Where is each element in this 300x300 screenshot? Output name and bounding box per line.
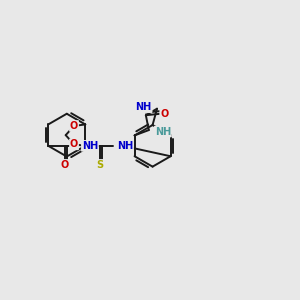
Text: O: O [70, 140, 78, 149]
Text: O: O [70, 121, 78, 131]
Text: NH: NH [117, 141, 133, 151]
Text: O: O [160, 109, 168, 119]
Text: NH: NH [82, 141, 98, 151]
Text: NH: NH [155, 127, 171, 136]
Text: S: S [96, 160, 103, 170]
Text: O: O [61, 160, 69, 170]
Text: NH: NH [135, 102, 152, 112]
